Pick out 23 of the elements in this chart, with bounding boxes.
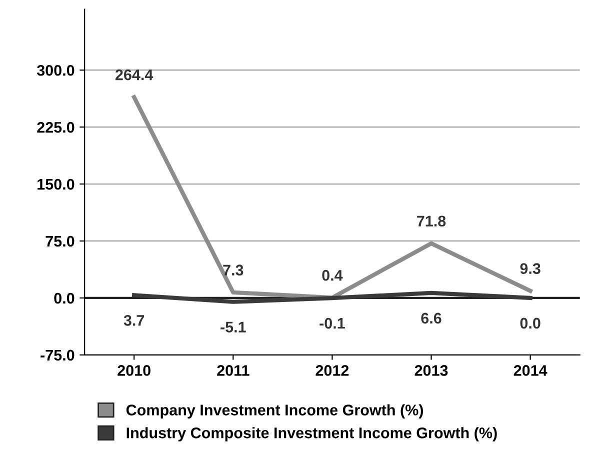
data-label: 264.4 (116, 69, 154, 80)
y-tick-label: -75.0 (40, 350, 74, 361)
y-tick-label: 150.0 (38, 178, 74, 190)
data-label: 3.7 (124, 314, 144, 326)
x-tick-label: 2011 (217, 365, 250, 376)
data-label: 6.6 (421, 312, 442, 324)
data-label: 9.3 (520, 263, 540, 274)
legend-label: Company Investment Income Growth (%) (126, 404, 424, 418)
data-label: -0.1 (320, 318, 345, 329)
y-tick-label: 0.0 (54, 292, 74, 304)
data-label: -5.1 (220, 322, 246, 332)
y-tick-label: 75.0 (46, 236, 74, 247)
y-tick-label: 300.0 (36, 64, 74, 76)
x-tick-label: 2012 (316, 365, 349, 376)
legend-label: Industry Composite Investment Income Growth (%) (126, 427, 497, 442)
y-tick-label: 225.0 (37, 122, 74, 133)
data-label: 0.4 (322, 270, 343, 281)
x-tick-label: 2010 (118, 365, 150, 376)
x-tick-label: 2013 (414, 365, 448, 376)
data-label: 71.8 (417, 216, 446, 227)
data-label: 0.0 (520, 318, 540, 329)
x-tick-label: 2014 (514, 365, 548, 376)
data-label: 7.3 (223, 264, 244, 276)
